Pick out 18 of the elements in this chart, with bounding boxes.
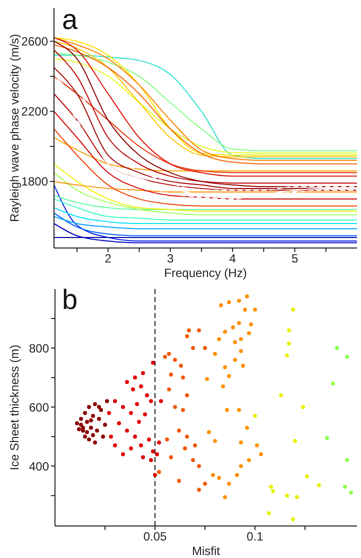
x-tick-label: 0.05 xyxy=(143,530,167,544)
x-tick-label: 3 xyxy=(167,252,174,266)
annotation: b xyxy=(62,284,78,315)
x-tick-label: 4 xyxy=(229,252,236,266)
x-axis-title: Frequency (Hz) xyxy=(164,266,247,280)
x-tick-label: 5 xyxy=(291,252,298,266)
y-tick-label: 600 xyxy=(28,400,50,414)
y-tick-label: 1800 xyxy=(21,174,48,189)
x-tick-label: 0.1 xyxy=(246,530,264,544)
y-axis-title: Ice Sheet thickness (m) xyxy=(7,344,22,470)
y-axis-title: Rayleigh wave phase velocity (m/s) xyxy=(7,34,22,222)
annotation: a xyxy=(62,4,78,35)
x-axis-title: Misfit xyxy=(192,544,221,558)
y-tick-label: 800 xyxy=(28,341,50,356)
x-tick-label: 2 xyxy=(104,252,112,266)
y-tick-label: 2600 xyxy=(21,34,48,49)
y-tick-label: 2200 xyxy=(21,104,48,119)
y-tick-label: 400 xyxy=(28,459,50,474)
